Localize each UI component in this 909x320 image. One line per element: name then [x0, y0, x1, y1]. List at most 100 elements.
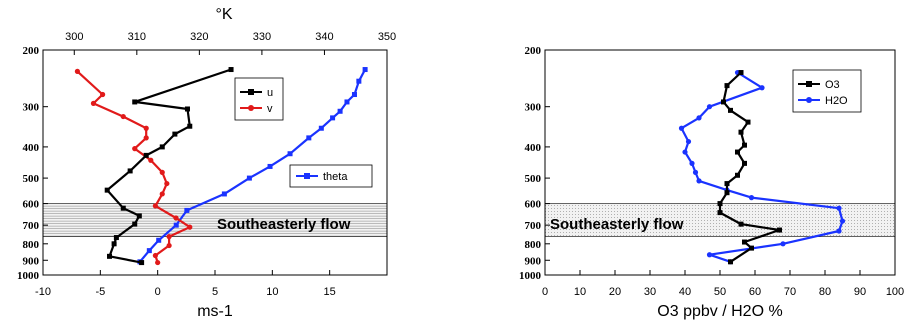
right-ytick-label: 1000 — [519, 270, 542, 282]
series-o3-point — [724, 181, 730, 187]
series-o3-point — [738, 129, 744, 135]
series-o3-point — [724, 83, 730, 89]
right-xtick-label: 20 — [609, 286, 621, 298]
series-theta-point — [221, 191, 227, 197]
right-ytick-label: 300 — [525, 102, 542, 114]
left-x-ticks: -10 -5 0 5 10 15 — [35, 270, 336, 298]
series-o3-point — [735, 172, 740, 178]
left-panel: -10 -5 0 5 10 15 300 310 320 330 340 350 200 300 400… — [17, 6, 396, 320]
series-o3-point — [742, 239, 747, 245]
series-v-point — [120, 113, 126, 120]
left-ytick-label: 600 — [23, 199, 40, 211]
series-o3-point — [738, 221, 744, 227]
right-xtick-label: 10 — [574, 286, 586, 298]
series-theta-point — [330, 115, 336, 121]
left-ytick-label: 900 — [23, 255, 40, 267]
left-x-axis-label: ms-1 — [197, 303, 233, 320]
left-xtick-label: 5 — [212, 286, 218, 298]
legend-h2o-marker — [806, 97, 812, 103]
series-u-point — [120, 205, 126, 211]
left-xtick-label: 0 — [155, 286, 161, 298]
series-v-point — [187, 224, 193, 230]
series-v-point — [173, 215, 179, 221]
series-u-point — [111, 241, 117, 247]
legend-u-marker — [248, 89, 254, 95]
right-xtick-label: 30 — [644, 286, 656, 298]
legend-o3-label: O3 — [825, 79, 840, 91]
series-u-point — [184, 106, 190, 112]
series-theta-point — [356, 78, 362, 84]
left-x2-axis-label: °K — [215, 6, 232, 23]
left-xtick-label: 10 — [266, 286, 278, 298]
series-h2o-point — [696, 178, 702, 184]
series-h2o-point — [682, 149, 688, 155]
series-theta-point — [318, 125, 324, 131]
right-xtick-label: 100 — [886, 286, 904, 298]
series-o3-point — [717, 201, 723, 207]
left-ytick-label: 400 — [23, 142, 40, 154]
series-v-point — [166, 234, 172, 240]
series-v-point — [132, 146, 138, 152]
series-h2o-point — [696, 115, 702, 121]
series-h2o-point — [836, 205, 842, 211]
left-legend-uv: u v — [234, 77, 284, 121]
series-theta-point — [287, 151, 293, 157]
left-xtick-label: -5 — [95, 286, 105, 298]
left-ytick-label: 200 — [23, 45, 40, 57]
series-u-point — [228, 67, 234, 73]
left-ytick-label: 800 — [23, 239, 40, 251]
right-xtick-label: 70 — [784, 286, 796, 298]
series-u-point — [159, 144, 165, 150]
legend-o3-marker — [806, 81, 812, 87]
series-v-point — [155, 259, 161, 266]
series-u-point — [136, 213, 142, 219]
right-series — [678, 69, 846, 265]
right-xtick-label: 40 — [679, 286, 691, 298]
series-v-point — [90, 100, 97, 106]
legend-v-label: v — [267, 103, 273, 115]
series-theta-point — [306, 135, 312, 141]
left-x2tick-label: 320 — [190, 31, 208, 43]
series-v-point — [100, 91, 106, 98]
series-u-point — [132, 99, 138, 105]
series-h2o-point — [748, 195, 755, 201]
right-band-label: Southeasterly flow — [550, 216, 684, 233]
series-v-point — [159, 169, 165, 175]
right-ytick-label: 600 — [525, 199, 542, 211]
left-ytick-label: 500 — [23, 173, 40, 185]
left-x2tick-label: 310 — [128, 31, 146, 43]
series-h2o-point — [685, 138, 692, 145]
series-u-point — [139, 260, 145, 266]
right-x-ticks: 0 10 20 30 40 50 60 70 80 90 100 — [542, 270, 904, 298]
right-legend-frame — [792, 69, 862, 113]
left-ytick-label: 700 — [23, 220, 40, 232]
series-theta-point — [337, 108, 343, 114]
legend-theta-label: theta — [323, 171, 348, 183]
legend-u-label: u — [267, 87, 273, 99]
series-v-point — [152, 203, 158, 209]
left-series — [74, 67, 368, 266]
series-o3-point — [724, 190, 730, 196]
left-legend-theta: theta — [289, 164, 373, 188]
left-x2-ticks: 300 310 320 330 340 350 — [65, 31, 396, 55]
series-theta-point — [146, 248, 152, 254]
left-y-ticks: 200 300 400 500 600 700 800 900 1000 — [17, 45, 48, 282]
left-xtick-label: 15 — [324, 286, 336, 298]
series-v-point — [74, 68, 80, 74]
legend-v-marker — [248, 105, 254, 111]
series-theta-point — [173, 222, 179, 228]
series-o3-point — [749, 245, 754, 251]
right-ytick-label: 200 — [525, 45, 542, 57]
series-o3-point — [742, 160, 747, 166]
left-x2tick-label: 350 — [378, 31, 396, 43]
series-v-point — [148, 157, 154, 163]
series-v-point — [159, 191, 165, 197]
series-h2o-point — [706, 104, 713, 110]
left-plot-frame — [42, 49, 388, 276]
series-u-point — [127, 168, 133, 174]
series-v-point — [164, 180, 170, 187]
series-h2o-point — [836, 228, 842, 234]
series-o3-point — [742, 142, 747, 148]
series-h2o-point — [839, 218, 846, 224]
